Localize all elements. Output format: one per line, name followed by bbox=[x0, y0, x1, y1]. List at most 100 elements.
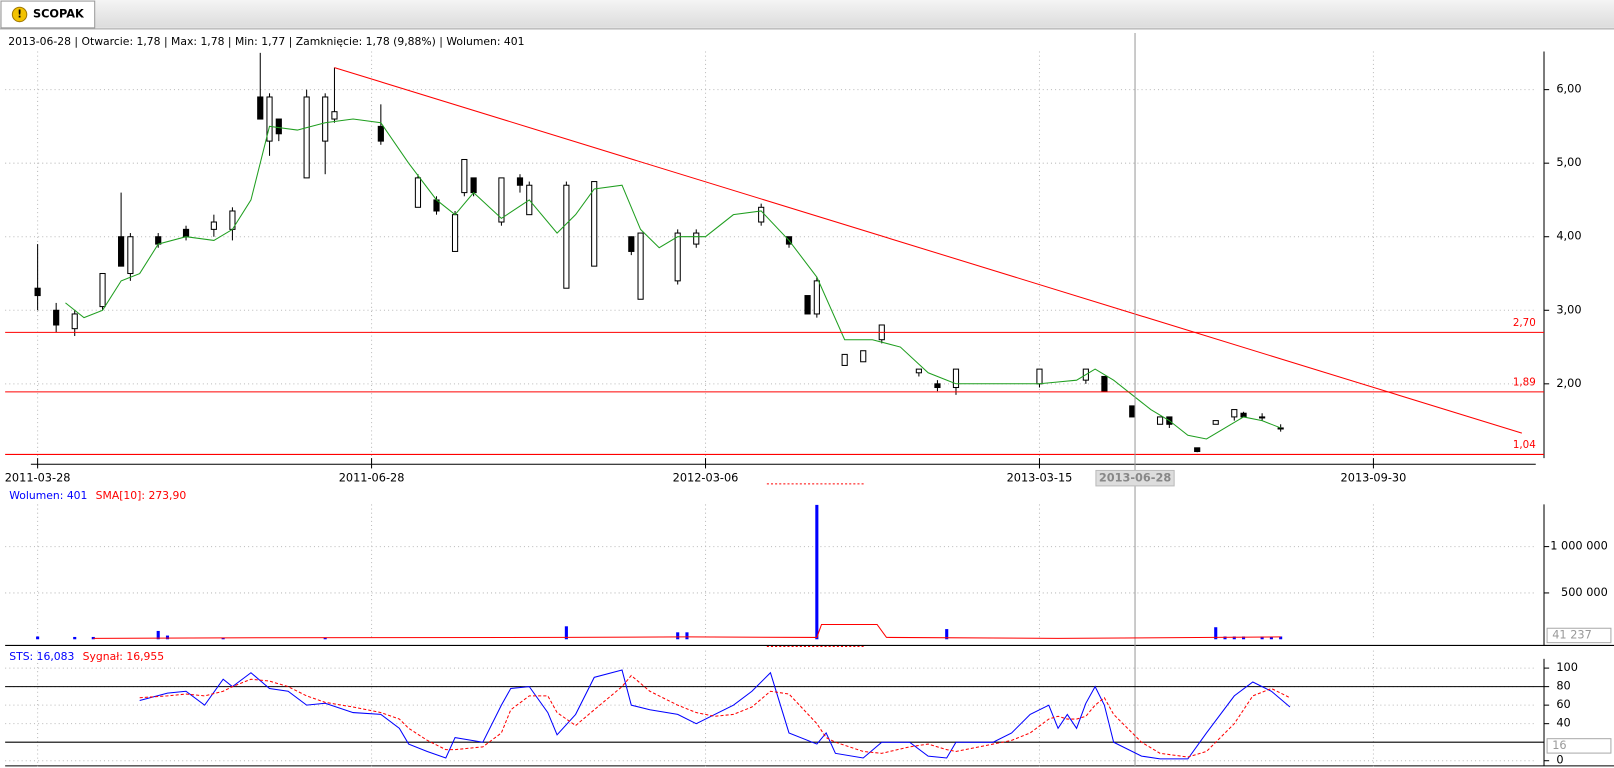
support-label: 1,04 bbox=[1513, 439, 1536, 451]
candle-body bbox=[915, 368, 922, 374]
candle-body bbox=[841, 353, 848, 366]
candle-body bbox=[1156, 416, 1164, 425]
volume-bar bbox=[156, 630, 160, 640]
candle-body bbox=[860, 350, 867, 363]
candle-body bbox=[331, 111, 338, 120]
last-value-box bbox=[1546, 627, 1612, 644]
candle-body bbox=[1231, 409, 1238, 418]
candle-body bbox=[628, 236, 635, 252]
y-tick-label: 4,00 bbox=[1556, 229, 1581, 243]
candle-body bbox=[1101, 375, 1108, 392]
y-tick-label: 60 bbox=[1556, 697, 1570, 711]
y-tick-label: 6,00 bbox=[1556, 82, 1581, 96]
legend-entry: SMA[10]: 273,90 bbox=[96, 489, 187, 502]
y-tick-label: 2,00 bbox=[1556, 376, 1581, 390]
candle-body bbox=[563, 184, 570, 289]
candle-body bbox=[34, 287, 41, 297]
legend-entry: Wolumen: 401 bbox=[9, 489, 87, 502]
legend-entry: Sygnał: 16,955 bbox=[83, 650, 164, 663]
x-tick-label: 2013-09-30 bbox=[1341, 471, 1407, 485]
candle-body bbox=[182, 228, 190, 238]
y-tick-label: 5,00 bbox=[1556, 155, 1581, 169]
candle-body bbox=[71, 313, 78, 330]
volume-bar bbox=[36, 636, 40, 640]
volume-bar bbox=[564, 626, 568, 640]
volume-bar bbox=[73, 636, 77, 640]
candle-body bbox=[1129, 405, 1136, 418]
x-tick-label: 2011-06-28 bbox=[339, 471, 405, 485]
candle-body bbox=[1240, 412, 1247, 418]
candle-body bbox=[127, 236, 134, 275]
last-value-box bbox=[1546, 738, 1612, 754]
tab-bar bbox=[0, 0, 1614, 28]
legend-entry: STS: 16,083 bbox=[9, 650, 74, 663]
volume-bar bbox=[1260, 636, 1264, 640]
volume-bar bbox=[1242, 636, 1246, 640]
oscillator-line bbox=[139, 669, 1291, 760]
candle-body bbox=[118, 236, 125, 267]
candle-body bbox=[377, 125, 384, 142]
cursor-label-box bbox=[1095, 469, 1175, 487]
volume-bar bbox=[676, 632, 680, 640]
candle-body bbox=[461, 158, 468, 194]
candle-body bbox=[303, 96, 310, 179]
x-tick-label: 2012-03-06 bbox=[673, 471, 739, 485]
candle-body bbox=[1212, 420, 1219, 425]
volume-bar bbox=[1214, 627, 1218, 640]
candle-body bbox=[758, 206, 765, 223]
candle-body bbox=[813, 280, 820, 315]
volume-bar bbox=[815, 504, 819, 640]
candle-body bbox=[498, 177, 505, 223]
volume-bar bbox=[1223, 636, 1227, 640]
tab-title[interactable]: SCOPAK bbox=[33, 6, 85, 20]
volume-bar bbox=[685, 632, 689, 640]
y-tick-label: 100 bbox=[1556, 660, 1578, 674]
candle-body bbox=[1259, 416, 1266, 419]
sma-volume-line bbox=[93, 623, 1281, 639]
y-tick-label: 0 bbox=[1556, 753, 1563, 767]
candle-body bbox=[470, 177, 477, 194]
last-value-label: 41 237 bbox=[1552, 627, 1592, 641]
y-tick-label: 3,00 bbox=[1556, 302, 1581, 316]
candle-body bbox=[591, 181, 598, 267]
candle-body bbox=[451, 214, 459, 252]
volume-bar bbox=[1269, 636, 1273, 640]
x-tick-label: 2013-03-15 bbox=[1007, 471, 1073, 485]
candle-body bbox=[1194, 447, 1201, 453]
candle-body bbox=[275, 118, 282, 135]
candle-body bbox=[1036, 368, 1043, 385]
y-tick-label: 500 000 bbox=[1561, 585, 1608, 599]
candle-body bbox=[674, 232, 681, 282]
volume-bar bbox=[945, 629, 949, 640]
tab-icon-mark: ! bbox=[17, 8, 22, 20]
candle-body bbox=[1277, 427, 1284, 430]
candle-body bbox=[322, 96, 329, 142]
candle-body bbox=[952, 368, 960, 389]
candle-body bbox=[934, 383, 941, 389]
candle-body bbox=[155, 236, 162, 245]
sma-line bbox=[65, 118, 1281, 440]
candle-body bbox=[99, 272, 106, 308]
candle-body bbox=[804, 295, 811, 315]
tab-icon bbox=[11, 6, 28, 23]
candle-body bbox=[637, 232, 644, 300]
x-tick-label: 2011-03-28 bbox=[5, 471, 71, 485]
support-label: 2,70 bbox=[1513, 317, 1536, 329]
candle-body bbox=[516, 177, 524, 186]
volume-bar bbox=[323, 637, 327, 640]
candle-body bbox=[266, 96, 273, 142]
y-tick-label: 40 bbox=[1556, 716, 1570, 730]
y-tick-label: 1 000 000 bbox=[1550, 539, 1608, 553]
support-label: 1,89 bbox=[1513, 377, 1536, 389]
cursor-label: 2013-06-28 bbox=[1099, 471, 1171, 485]
y-tick-label: 80 bbox=[1556, 679, 1570, 693]
oscillator-line bbox=[139, 674, 1291, 758]
volume-bar bbox=[165, 635, 170, 640]
trend-line bbox=[334, 67, 1523, 434]
candle-body bbox=[53, 309, 60, 326]
candle-body bbox=[693, 232, 700, 245]
last-value-label: 16 bbox=[1552, 738, 1566, 752]
candle-body bbox=[414, 177, 422, 208]
